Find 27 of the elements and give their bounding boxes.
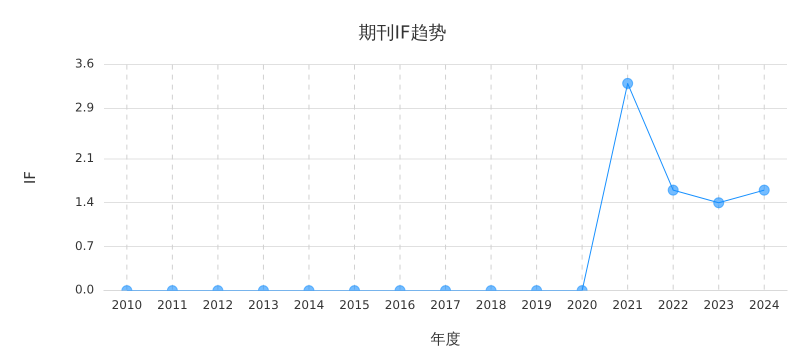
point [668,184,679,196]
x-tick-label: 2018 [476,298,506,312]
x-tick-label: 2019 [521,298,552,312]
x-tick-label: 2010 [112,298,142,312]
x-tick-label: 2020 [566,298,598,312]
y-tick-label: 2.9 [74,100,94,115]
x-tick-label: 2023 [703,298,734,312]
x-axis-title: 年度 [430,330,461,348]
y-tick-label: 3.6 [74,56,94,71]
x-tick-label: 2014 [294,298,324,312]
y-tick-label: 0.7 [74,238,94,253]
x-tick-label: 2011 [157,298,188,312]
chart-title: 期刊IF趋势 [358,22,446,44]
y-axis-title: IF [20,171,39,184]
y-tick-label: 2.1 [74,150,94,165]
x-tick-label: 2022 [658,298,688,312]
y-tick-label: 0.0 [74,282,94,297]
point [758,184,770,196]
x-tick-label: 2017 [430,298,461,312]
y-tick-label: 1.4 [74,194,94,209]
x-tick-label: 2016 [384,298,416,312]
x-tick-label: 2015 [339,298,370,312]
x-tick-label: 2021 [612,298,643,312]
point [713,197,724,208]
x-tick-label: 2024 [748,298,780,312]
x-tick-label: 2013 [248,298,279,312]
x-tick-label: 2012 [202,298,234,312]
